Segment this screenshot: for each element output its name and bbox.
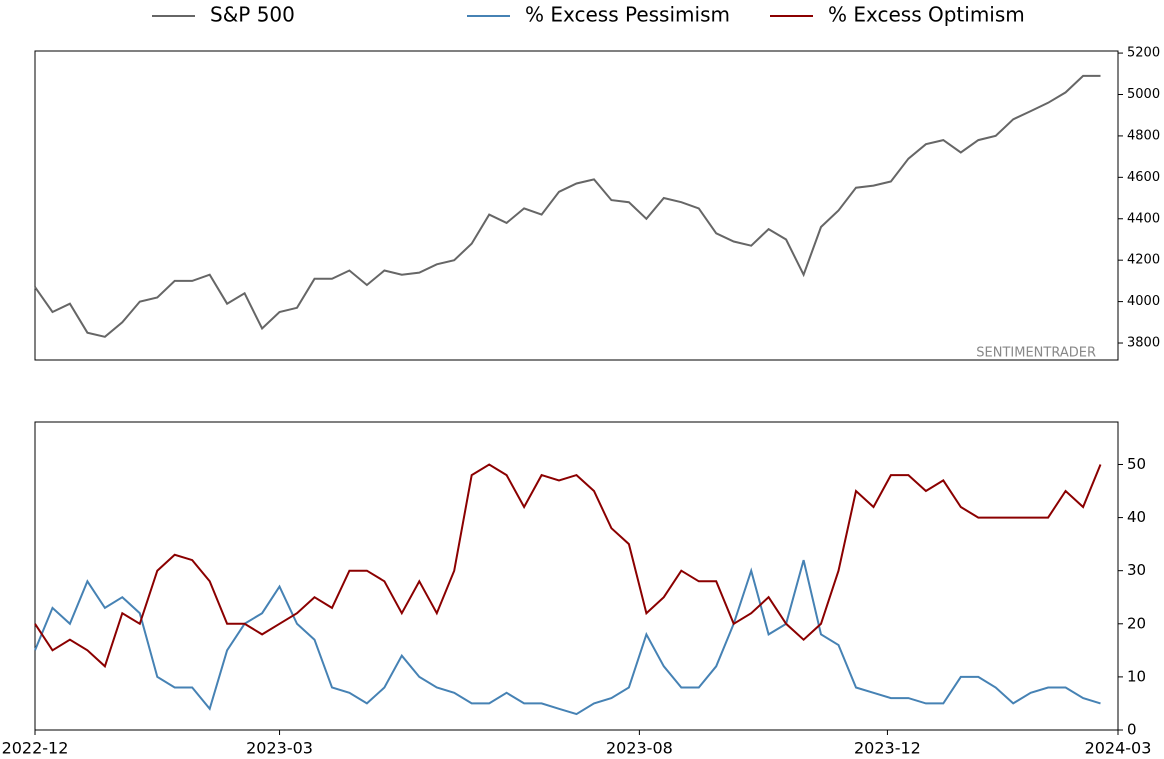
y-tick-label: 10 bbox=[1127, 667, 1146, 685]
watermark: SENTIMENTRADER bbox=[976, 346, 1096, 361]
legend-label: % Excess Pessimism bbox=[525, 3, 730, 27]
y-tick-label: 40 bbox=[1127, 508, 1146, 526]
y-tick-label: 50 bbox=[1127, 455, 1146, 473]
legend-label: S&P 500 bbox=[210, 3, 295, 27]
y-tick-label: 5000 bbox=[1127, 87, 1160, 102]
y-tick-label: 0 bbox=[1127, 721, 1137, 739]
x-tick-label: 2023-12 bbox=[854, 739, 921, 758]
top-frame bbox=[34, 50, 1119, 361]
series-line bbox=[34, 74, 1101, 338]
y-tick-label: 30 bbox=[1127, 561, 1146, 579]
y-tick-label: 4200 bbox=[1127, 253, 1160, 268]
y-tick-label: 3800 bbox=[1127, 336, 1160, 351]
x-tick-label: 2024-03 bbox=[1085, 739, 1152, 758]
series-line bbox=[34, 463, 1102, 669]
y-tick-label: 5200 bbox=[1127, 46, 1160, 61]
y-tick-label: 4800 bbox=[1127, 128, 1160, 143]
y-tick-label: 20 bbox=[1127, 614, 1146, 632]
legend-label: % Excess Optimism bbox=[828, 3, 1025, 27]
y-tick-label: 4000 bbox=[1127, 294, 1160, 309]
x-tick-label: 2023-08 bbox=[606, 739, 673, 758]
y-tick-label: 4400 bbox=[1127, 211, 1160, 226]
bottom-frame bbox=[34, 421, 1119, 731]
x-tick-label: 2022-12 bbox=[2, 739, 69, 758]
x-tick-label: 2023-03 bbox=[246, 739, 313, 758]
series-line bbox=[34, 559, 1101, 716]
y-tick-label: 4600 bbox=[1127, 170, 1160, 185]
